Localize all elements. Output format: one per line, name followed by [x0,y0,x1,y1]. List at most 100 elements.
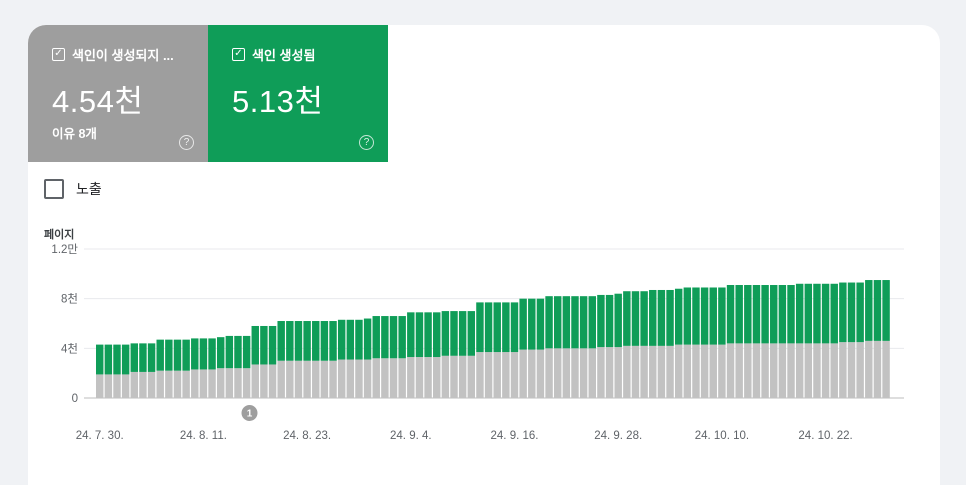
bar-not-indexed[interactable] [372,358,380,398]
bar-indexed[interactable] [683,287,692,345]
bar-indexed[interactable] [519,298,527,350]
checkbox-checked-icon[interactable]: ✓ [232,47,245,61]
bar-not-indexed[interactable] [804,343,813,398]
bar-indexed[interactable] [381,316,389,359]
bar-indexed[interactable] [294,321,303,361]
bar-not-indexed[interactable] [744,343,752,398]
bar-indexed[interactable] [433,312,441,358]
bar-indexed[interactable] [208,338,216,370]
bar-not-indexed[interactable] [268,364,277,398]
bar-not-indexed[interactable] [355,359,363,398]
bar-not-indexed[interactable] [381,358,389,398]
bar-indexed[interactable] [882,280,890,341]
bar-not-indexed[interactable] [683,344,692,398]
bar-indexed[interactable] [571,296,579,349]
bar-indexed[interactable] [744,285,752,344]
bar-not-indexed[interactable] [865,340,873,398]
bar-not-indexed[interactable] [873,340,882,398]
bar-not-indexed[interactable] [571,348,579,398]
bar-not-indexed[interactable] [337,359,346,398]
bar-not-indexed[interactable] [260,364,268,398]
bar-indexed[interactable] [657,289,666,346]
annotation-marker[interactable]: 1 [241,405,258,421]
bar-indexed[interactable] [865,280,873,341]
bar-not-indexed[interactable] [458,355,467,398]
bar-indexed[interactable] [804,283,813,344]
bar-not-indexed[interactable] [502,352,510,398]
bar-indexed[interactable] [312,321,320,361]
bar-not-indexed[interactable] [726,343,735,398]
bar-indexed[interactable] [337,319,346,360]
bar-not-indexed[interactable] [433,357,441,399]
bar-indexed[interactable] [234,335,242,369]
bar-indexed[interactable] [873,280,882,341]
bar-indexed[interactable] [666,289,674,346]
bar-not-indexed[interactable] [441,355,450,398]
bar-not-indexed[interactable] [614,347,622,398]
bar-not-indexed[interactable] [640,345,648,398]
bar-not-indexed[interactable] [553,348,562,398]
bar-not-indexed[interactable] [113,374,121,398]
bar-not-indexed[interactable] [588,348,596,398]
bar-indexed[interactable] [813,283,821,344]
bar-indexed[interactable] [614,293,622,348]
bar-indexed[interactable] [303,321,311,361]
bar-not-indexed[interactable] [778,343,787,398]
bar-indexed[interactable] [450,311,458,356]
indexed-tile[interactable]: ✓ 색인 생성됨 5.13천 ? [208,25,388,162]
bar-not-indexed[interactable] [752,343,761,398]
bar-indexed[interactable] [182,339,190,371]
bar-indexed[interactable] [268,325,277,365]
bar-indexed[interactable] [467,311,476,356]
bar-not-indexed[interactable] [225,368,234,398]
bar-indexed[interactable] [631,291,640,346]
bar-not-indexed[interactable] [476,352,484,398]
bar-indexed[interactable] [839,282,847,343]
bar-indexed[interactable] [329,321,337,361]
bar-indexed[interactable] [191,338,199,370]
bar-not-indexed[interactable] [208,369,216,398]
bar-not-indexed[interactable] [147,371,156,398]
bar-not-indexed[interactable] [839,342,847,399]
bar-not-indexed[interactable] [562,348,571,398]
bar-not-indexed[interactable] [519,349,527,398]
bar-not-indexed[interactable] [528,349,536,398]
bar-not-indexed[interactable] [579,348,588,398]
bar-indexed[interactable] [778,285,787,344]
bar-indexed[interactable] [821,283,830,344]
bar-indexed[interactable] [700,287,709,345]
bar-not-indexed[interactable] [424,357,432,399]
bar-not-indexed[interactable] [199,369,208,398]
exposure-checkbox[interactable] [44,179,64,199]
bar-not-indexed[interactable] [649,345,657,398]
bar-not-indexed[interactable] [450,355,458,398]
bar-not-indexed[interactable] [242,368,251,398]
bar-not-indexed[interactable] [821,343,830,398]
bar-not-indexed[interactable] [165,370,173,398]
bar-indexed[interactable] [424,312,432,358]
bar-indexed[interactable] [735,285,743,344]
bar-indexed[interactable] [441,311,450,356]
bar-indexed[interactable] [355,319,363,360]
bar-indexed[interactable] [649,289,657,346]
bar-not-indexed[interactable] [312,360,320,398]
bar-indexed[interactable] [847,282,856,343]
bar-not-indexed[interactable] [795,343,804,398]
bar-indexed[interactable] [130,343,139,372]
bar-indexed[interactable] [242,335,251,369]
bar-not-indexed[interactable] [787,343,795,398]
bar-indexed[interactable] [260,325,268,365]
bar-not-indexed[interactable] [484,352,493,398]
bar-not-indexed[interactable] [882,340,890,398]
bar-indexed[interactable] [346,319,355,360]
bar-indexed[interactable] [562,296,571,349]
checkbox-checked-icon[interactable]: ✓ [52,47,65,61]
bar-not-indexed[interactable] [191,369,199,398]
bar-indexed[interactable] [761,285,769,344]
bar-not-indexed[interactable] [605,347,614,398]
bar-indexed[interactable] [709,287,717,345]
bar-indexed[interactable] [674,288,683,345]
bar-indexed[interactable] [553,296,562,349]
bar-not-indexed[interactable] [329,360,337,398]
bar-indexed[interactable] [726,285,735,344]
